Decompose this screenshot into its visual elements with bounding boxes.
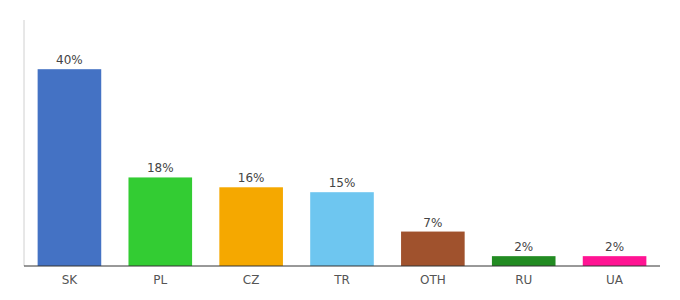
data-label: 40% xyxy=(56,53,83,67)
bar xyxy=(492,256,556,266)
chart-container: SK PL CZ TR OTH RU UA 40% 18% 16% 15% 7% 2% 2% xyxy=(0,0,680,300)
data-label: 7% xyxy=(423,216,442,230)
bar xyxy=(219,187,283,266)
y-range-line xyxy=(24,20,25,266)
bar xyxy=(128,177,192,266)
data-label: 18% xyxy=(147,161,174,175)
data-label: 2% xyxy=(605,240,624,254)
bars xyxy=(38,69,647,266)
x-tick-label: RU xyxy=(515,273,532,287)
bar xyxy=(401,232,465,266)
bar xyxy=(38,69,102,266)
data-label: 15% xyxy=(329,176,356,190)
bar xyxy=(583,256,647,266)
x-tick-label: TR xyxy=(333,273,350,287)
data-label: 2% xyxy=(514,240,533,254)
x-tick-label: UA xyxy=(606,273,624,287)
x-tick-label: OTH xyxy=(420,273,446,287)
x-tick-label: SK xyxy=(62,273,79,287)
data-label: 16% xyxy=(238,171,265,185)
bar xyxy=(310,192,374,266)
x-axis-line xyxy=(24,266,660,267)
x-tick-label: CZ xyxy=(243,273,260,287)
chart-svg: SK PL CZ TR OTH RU UA 40% 18% 16% 15% 7% 2% 2% xyxy=(0,0,680,300)
x-tick-label: PL xyxy=(153,273,167,287)
